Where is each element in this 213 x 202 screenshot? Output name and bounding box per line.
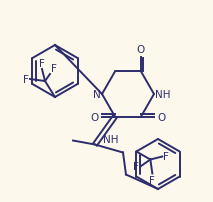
Text: F: F — [51, 64, 57, 74]
Text: NH: NH — [103, 134, 119, 144]
Text: N: N — [93, 89, 101, 100]
Text: O: O — [157, 112, 165, 122]
Text: O: O — [91, 112, 99, 122]
Text: F: F — [149, 175, 155, 185]
Text: NH: NH — [155, 89, 170, 100]
Text: F: F — [23, 75, 29, 85]
Text: F: F — [163, 152, 169, 162]
Text: O: O — [137, 45, 145, 55]
Text: F: F — [134, 162, 139, 172]
Text: F: F — [39, 59, 45, 69]
